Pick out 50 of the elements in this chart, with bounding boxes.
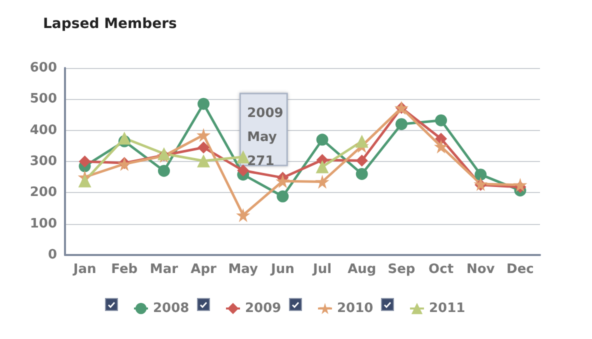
point bbox=[513, 178, 528, 192]
x-tick-label: Sep bbox=[388, 262, 416, 277]
point bbox=[435, 114, 448, 126]
x-tick-label: Oct bbox=[428, 262, 454, 277]
point bbox=[196, 128, 211, 142]
point bbox=[356, 154, 368, 167]
point bbox=[356, 168, 368, 180]
point bbox=[276, 190, 289, 202]
point bbox=[276, 174, 290, 188]
y-tick-label: 300 bbox=[30, 154, 57, 169]
point bbox=[435, 132, 448, 145]
legend-label: 2010 bbox=[337, 301, 374, 316]
point bbox=[78, 156, 91, 168]
x-tick-label: Nov bbox=[466, 262, 496, 277]
point bbox=[158, 164, 170, 177]
point bbox=[198, 141, 210, 154]
x-tick-label: Feb bbox=[111, 262, 138, 277]
y-tick-label: 100 bbox=[30, 216, 57, 232]
point bbox=[197, 154, 210, 168]
legend-label: 2011 bbox=[429, 301, 466, 316]
x-tick-label: Jun bbox=[270, 262, 294, 277]
legend-label: 2009 bbox=[245, 301, 282, 316]
x-tick-label: Mar bbox=[150, 262, 179, 277]
y-tick-label: 400 bbox=[30, 122, 57, 138]
point bbox=[316, 160, 329, 174]
point bbox=[78, 174, 92, 188]
point bbox=[316, 134, 328, 146]
point bbox=[395, 118, 408, 130]
y-tick-label: 0 bbox=[48, 248, 57, 262]
point bbox=[118, 132, 131, 145]
point bbox=[434, 140, 448, 154]
legend-label: 2008 bbox=[153, 301, 190, 316]
point bbox=[474, 168, 487, 181]
point bbox=[198, 98, 210, 110]
x-tick-label: May bbox=[228, 262, 259, 277]
point bbox=[237, 164, 250, 177]
x-tick-label: Apr bbox=[190, 262, 218, 277]
annotation: 2009 May 271 bbox=[247, 106, 284, 170]
y-tick-label: 500 bbox=[30, 92, 57, 107]
point bbox=[355, 134, 368, 148]
x-tick-label: Dec bbox=[506, 262, 534, 277]
point bbox=[236, 208, 250, 222]
x-tick-label: Jan bbox=[72, 262, 96, 277]
chart-title: Lapsed Members bbox=[43, 16, 177, 32]
y-tick-label: 200 bbox=[30, 185, 57, 200]
x-tick-label: Jul bbox=[312, 262, 332, 277]
point bbox=[236, 150, 250, 164]
x-tick-label: Aug bbox=[348, 262, 376, 277]
y-tick-label: 600 bbox=[30, 60, 57, 76]
point bbox=[315, 174, 330, 189]
